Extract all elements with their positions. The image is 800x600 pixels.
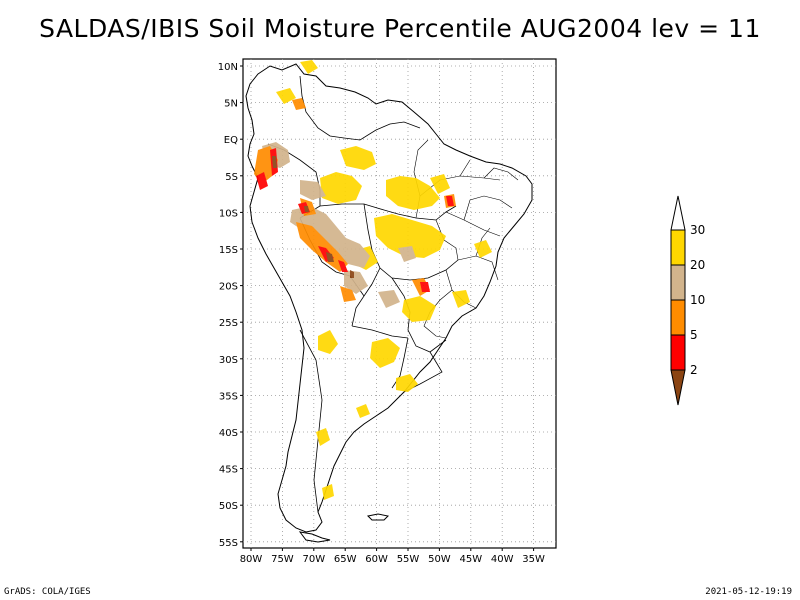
graticule: [243, 59, 556, 548]
map-title: SALDAS/IBIS Soil Moisture Percentile AUG…: [39, 14, 761, 43]
colorbar-label-20: 20: [690, 258, 705, 272]
lat-tick-label: 40S: [219, 428, 238, 439]
colorbar-label-5: 5: [690, 328, 698, 342]
lon-tick-label: 80W: [240, 554, 263, 565]
lon-tick-label: 55W: [397, 554, 420, 565]
class-below-2: [272, 156, 354, 278]
axis-ticks: 10N 5N EQ 5S 10S 15S 20S 25S 30S 35S 40S 45S 50S 55S8…: [218, 62, 545, 565]
lat-tick-label: 15S: [219, 245, 238, 256]
colorbar-label-30: 30: [690, 223, 705, 237]
colorbar-swatch-10-20: [670, 264, 686, 301]
footer-credit: GrADS: COLA/IGES: [4, 587, 91, 597]
colorbar: 30 20 10 5 2: [670, 195, 705, 406]
lat-tick-label: 30S: [219, 355, 238, 366]
lat-tick-label: 20S: [219, 282, 238, 293]
lat-tick-label: 10N: [218, 62, 238, 73]
lon-tick-label: 70W: [302, 554, 325, 565]
lat-tick-label: 25S: [219, 318, 238, 329]
colorbar-arrow-top: [670, 195, 686, 231]
tierra-del-fuego: [298, 531, 331, 543]
lon-tick-label: 60W: [365, 554, 388, 565]
lon-tick-label: 35W: [522, 554, 545, 565]
falkland-islands: [366, 513, 390, 521]
lat-tick-label: 45S: [219, 465, 238, 476]
colorbar-swatch-20-30: [670, 229, 686, 266]
lon-tick-label: 50W: [428, 554, 451, 565]
lat-tick-label: 5N: [224, 99, 238, 110]
lon-tick-label: 65W: [334, 554, 357, 565]
south-america-coastline: [245, 63, 533, 533]
colorbar-arrow-bottom: [670, 369, 686, 406]
colorbar-swatch-5-10: [670, 299, 686, 336]
colorbar-swatch-2-5: [670, 334, 686, 371]
lat-tick-label: 55S: [219, 538, 238, 549]
lat-tick-label: 5S: [225, 172, 238, 183]
lat-tick-label: EQ: [224, 135, 238, 146]
class-20-30: [276, 60, 492, 500]
lat-tick-label: 50S: [219, 501, 238, 512]
lat-tick-label: 10S: [219, 208, 238, 219]
footer-timestamp: 2021-05-12-19:19: [705, 587, 792, 597]
map-frame: [242, 58, 557, 549]
lon-tick-label: 45W: [459, 554, 482, 565]
lon-tick-label: 40W: [491, 554, 514, 565]
country-borders: [267, 75, 459, 513]
percentile-shading: [254, 60, 492, 500]
colorbar-label-10: 10: [690, 293, 705, 307]
colorbar-label-2: 2: [690, 363, 698, 377]
lon-tick-label: 75W: [271, 554, 294, 565]
lat-tick-label: 35S: [219, 391, 238, 402]
